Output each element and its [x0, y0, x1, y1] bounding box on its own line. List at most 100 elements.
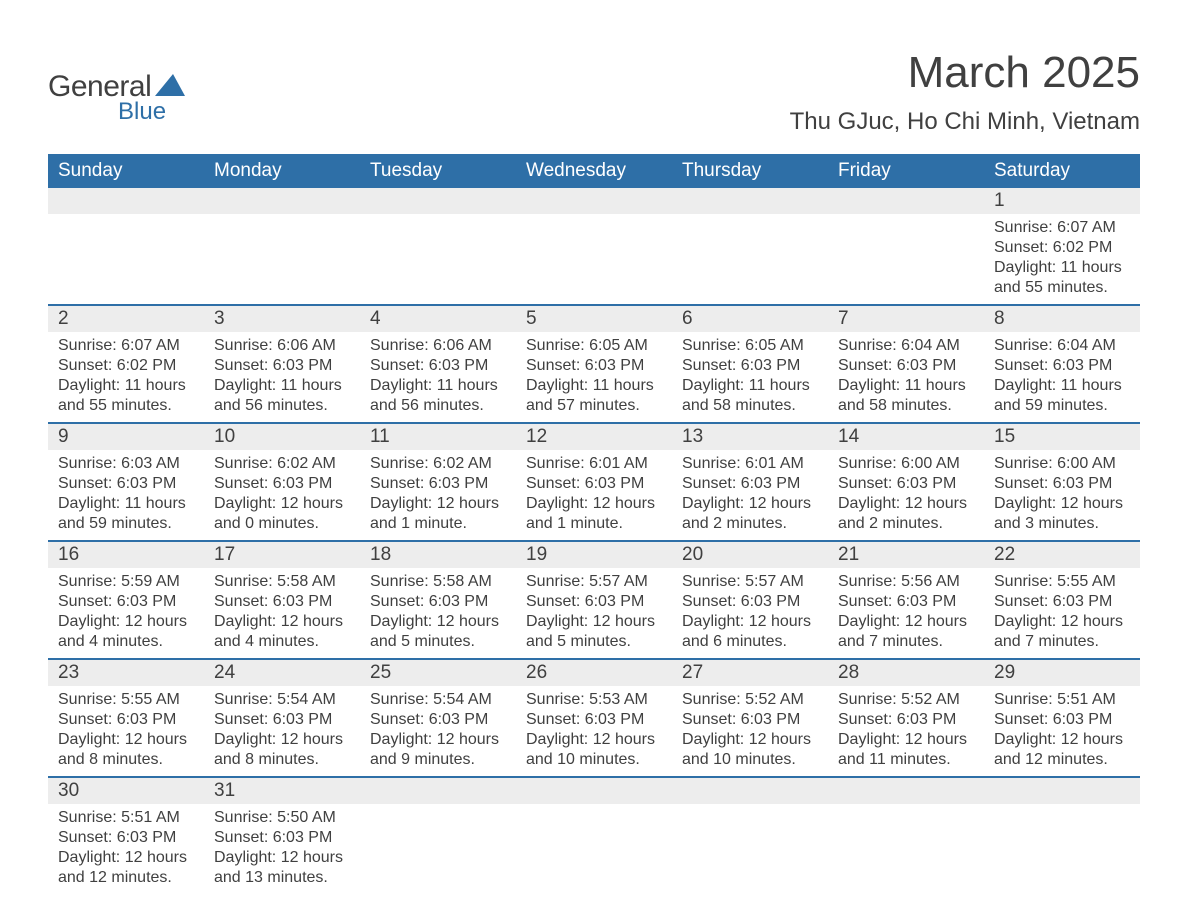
day-header-row: SundayMondayTuesdayWednesdayThursdayFrid…	[48, 154, 1140, 188]
sunset-text: Sunset: 6:03 PM	[58, 828, 194, 848]
daylight-text: Daylight: 12 hours and 10 minutes.	[526, 730, 662, 770]
sunset-text: Sunset: 6:03 PM	[214, 592, 350, 612]
day-detail: Sunrise: 5:54 AMSunset: 6:03 PMDaylight:…	[204, 686, 360, 776]
day-number: 16	[48, 542, 204, 568]
calendar-week: 23Sunrise: 5:55 AMSunset: 6:03 PMDayligh…	[48, 659, 1140, 777]
day-detail: Sunrise: 5:55 AMSunset: 6:03 PMDaylight:…	[48, 686, 204, 776]
day-number: 22	[984, 542, 1140, 568]
daylight-text: Daylight: 11 hours and 58 minutes.	[838, 376, 974, 416]
sunset-text: Sunset: 6:03 PM	[994, 710, 1130, 730]
day-number: 14	[828, 424, 984, 450]
day-header: Wednesday	[516, 154, 672, 188]
day-detail: Sunrise: 6:07 AMSunset: 6:02 PMDaylight:…	[48, 332, 204, 422]
day-number	[984, 778, 1140, 804]
calendar-cell	[360, 188, 516, 305]
calendar-cell: 16Sunrise: 5:59 AMSunset: 6:03 PMDayligh…	[48, 541, 204, 659]
calendar-week: 30Sunrise: 5:51 AMSunset: 6:03 PMDayligh…	[48, 777, 1140, 894]
sunrise-text: Sunrise: 5:50 AM	[214, 808, 350, 828]
day-number: 20	[672, 542, 828, 568]
daylight-text: Daylight: 12 hours and 12 minutes.	[58, 848, 194, 888]
sunrise-text: Sunrise: 5:57 AM	[526, 572, 662, 592]
calendar-cell	[984, 777, 1140, 894]
day-detail: Sunrise: 5:56 AMSunset: 6:03 PMDaylight:…	[828, 568, 984, 658]
day-header: Friday	[828, 154, 984, 188]
day-number	[204, 188, 360, 214]
day-detail: Sunrise: 6:04 AMSunset: 6:03 PMDaylight:…	[984, 332, 1140, 422]
sunrise-text: Sunrise: 6:03 AM	[58, 454, 194, 474]
sunrise-text: Sunrise: 5:52 AM	[838, 690, 974, 710]
calendar-body: 1Sunrise: 6:07 AMSunset: 6:02 PMDaylight…	[48, 188, 1140, 894]
calendar-table: SundayMondayTuesdayWednesdayThursdayFrid…	[48, 154, 1140, 894]
day-number: 11	[360, 424, 516, 450]
daylight-text: Daylight: 12 hours and 5 minutes.	[526, 612, 662, 652]
day-detail: Sunrise: 5:51 AMSunset: 6:03 PMDaylight:…	[984, 686, 1140, 776]
daylight-text: Daylight: 12 hours and 13 minutes.	[214, 848, 350, 888]
day-detail: Sunrise: 6:05 AMSunset: 6:03 PMDaylight:…	[516, 332, 672, 422]
sunrise-text: Sunrise: 5:59 AM	[58, 572, 194, 592]
daylight-text: Daylight: 12 hours and 4 minutes.	[214, 612, 350, 652]
location-subtitle: Thu GJuc, Ho Chi Minh, Vietnam	[790, 108, 1140, 136]
sunrise-text: Sunrise: 6:06 AM	[370, 336, 506, 356]
day-detail: Sunrise: 6:03 AMSunset: 6:03 PMDaylight:…	[48, 450, 204, 540]
sunrise-text: Sunrise: 5:55 AM	[58, 690, 194, 710]
day-number: 19	[516, 542, 672, 568]
daylight-text: Daylight: 11 hours and 55 minutes.	[994, 258, 1130, 298]
sunset-text: Sunset: 6:03 PM	[526, 356, 662, 376]
sunrise-text: Sunrise: 6:04 AM	[838, 336, 974, 356]
day-detail	[828, 214, 984, 224]
day-number: 21	[828, 542, 984, 568]
calendar-cell: 1Sunrise: 6:07 AMSunset: 6:02 PMDaylight…	[984, 188, 1140, 305]
sunrise-text: Sunrise: 5:53 AM	[526, 690, 662, 710]
sunrise-text: Sunrise: 5:57 AM	[682, 572, 818, 592]
sunrise-text: Sunrise: 6:05 AM	[682, 336, 818, 356]
sunset-text: Sunset: 6:03 PM	[682, 592, 818, 612]
calendar-cell: 26Sunrise: 5:53 AMSunset: 6:03 PMDayligh…	[516, 659, 672, 777]
day-number: 5	[516, 306, 672, 332]
day-detail: Sunrise: 6:01 AMSunset: 6:03 PMDaylight:…	[672, 450, 828, 540]
daylight-text: Daylight: 11 hours and 59 minutes.	[994, 376, 1130, 416]
calendar-cell: 30Sunrise: 5:51 AMSunset: 6:03 PMDayligh…	[48, 777, 204, 894]
day-header: Monday	[204, 154, 360, 188]
day-detail	[48, 214, 204, 224]
sunset-text: Sunset: 6:03 PM	[526, 474, 662, 494]
header: General Blue March 2025 Thu GJuc, Ho Chi…	[48, 48, 1140, 136]
sunset-text: Sunset: 6:03 PM	[214, 710, 350, 730]
day-header: Sunday	[48, 154, 204, 188]
calendar-cell: 29Sunrise: 5:51 AMSunset: 6:03 PMDayligh…	[984, 659, 1140, 777]
calendar-cell: 9Sunrise: 6:03 AMSunset: 6:03 PMDaylight…	[48, 423, 204, 541]
sunrise-text: Sunrise: 5:55 AM	[994, 572, 1130, 592]
sunset-text: Sunset: 6:03 PM	[214, 474, 350, 494]
day-number	[516, 778, 672, 804]
daylight-text: Daylight: 11 hours and 56 minutes.	[370, 376, 506, 416]
day-detail: Sunrise: 5:55 AMSunset: 6:03 PMDaylight:…	[984, 568, 1140, 658]
sunset-text: Sunset: 6:02 PM	[994, 238, 1130, 258]
day-detail	[672, 214, 828, 224]
sunrise-text: Sunrise: 6:04 AM	[994, 336, 1130, 356]
sunrise-text: Sunrise: 6:05 AM	[526, 336, 662, 356]
day-detail: Sunrise: 6:06 AMSunset: 6:03 PMDaylight:…	[360, 332, 516, 422]
day-detail: Sunrise: 5:59 AMSunset: 6:03 PMDaylight:…	[48, 568, 204, 658]
day-number: 10	[204, 424, 360, 450]
day-number: 26	[516, 660, 672, 686]
sunrise-text: Sunrise: 6:06 AM	[214, 336, 350, 356]
sunset-text: Sunset: 6:03 PM	[994, 356, 1130, 376]
day-number	[828, 188, 984, 214]
day-detail: Sunrise: 5:57 AMSunset: 6:03 PMDaylight:…	[516, 568, 672, 658]
day-detail	[516, 214, 672, 224]
day-number: 29	[984, 660, 1140, 686]
day-detail: Sunrise: 6:00 AMSunset: 6:03 PMDaylight:…	[984, 450, 1140, 540]
daylight-text: Daylight: 11 hours and 57 minutes.	[526, 376, 662, 416]
daylight-text: Daylight: 12 hours and 1 minute.	[370, 494, 506, 534]
calendar-cell: 6Sunrise: 6:05 AMSunset: 6:03 PMDaylight…	[672, 305, 828, 423]
logo-sail-icon	[155, 74, 185, 101]
day-number: 6	[672, 306, 828, 332]
daylight-text: Daylight: 12 hours and 11 minutes.	[838, 730, 974, 770]
calendar-cell: 22Sunrise: 5:55 AMSunset: 6:03 PMDayligh…	[984, 541, 1140, 659]
daylight-text: Daylight: 12 hours and 9 minutes.	[370, 730, 506, 770]
day-number: 25	[360, 660, 516, 686]
calendar-cell: 21Sunrise: 5:56 AMSunset: 6:03 PMDayligh…	[828, 541, 984, 659]
daylight-text: Daylight: 12 hours and 8 minutes.	[58, 730, 194, 770]
daylight-text: Daylight: 12 hours and 2 minutes.	[838, 494, 974, 534]
sunset-text: Sunset: 6:03 PM	[838, 592, 974, 612]
sunset-text: Sunset: 6:03 PM	[838, 474, 974, 494]
